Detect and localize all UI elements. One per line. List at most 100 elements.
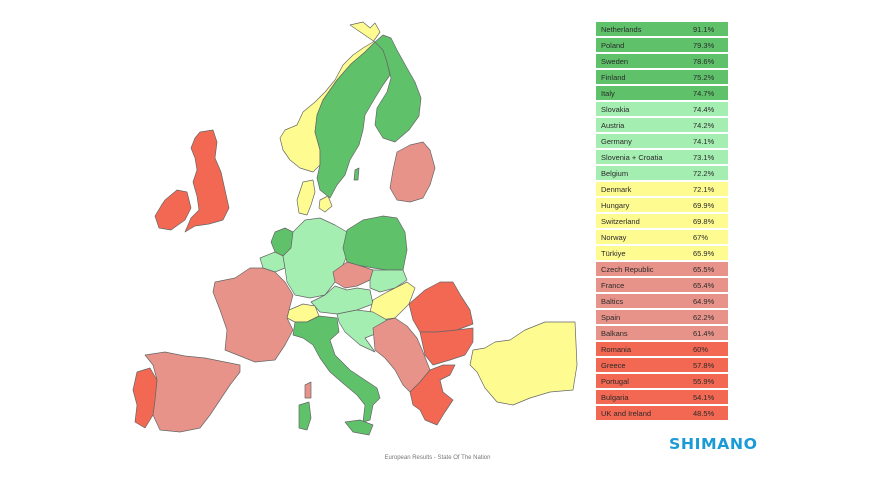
country-score: 65.9% — [693, 248, 715, 258]
region-slovenia-croatia — [336, 309, 388, 353]
table-row: Romania 60% — [596, 342, 728, 356]
country-score: 78.6% — [693, 56, 715, 66]
country-name: Portugal — [601, 376, 629, 386]
country-score: 73.1% — [693, 152, 715, 162]
table-row: Portugal 55.9% — [596, 374, 728, 388]
region-corsica — [304, 381, 312, 399]
country-name: Türkiye — [601, 248, 626, 258]
table-row: Slovenia + Croatia 73.1% — [596, 150, 728, 164]
country-name: Czech Republic — [601, 264, 654, 274]
region-greece — [409, 364, 456, 426]
region-gotland — [353, 167, 360, 181]
region-uk — [184, 129, 230, 233]
country-name: Spain — [601, 312, 621, 322]
country-name: Finland — [601, 72, 626, 82]
region-poland — [342, 215, 408, 271]
region-germany — [282, 217, 351, 299]
country-name: Switzerland — [601, 216, 640, 226]
country-score: 55.9% — [693, 376, 715, 386]
region-romania — [408, 281, 474, 333]
country-score: 74.7% — [693, 88, 715, 98]
country-score: 72.1% — [693, 184, 715, 194]
table-row: Baltics 64.9% — [596, 294, 728, 308]
country-name: Austria — [601, 120, 625, 130]
country-score: 69.8% — [693, 216, 715, 226]
country-name: Italy — [601, 88, 615, 98]
country-score: 48.5% — [693, 408, 715, 418]
country-name: Sweden — [601, 56, 629, 66]
results-table: Netherlands 91.1% Poland 79.3% Sweden 78.6% Fi… — [596, 22, 728, 422]
table-row: Balkans 61.4% — [596, 326, 728, 340]
table-row: Belgium 72.2% — [596, 166, 728, 180]
region-baltics — [389, 141, 436, 203]
country-name: Poland — [601, 40, 625, 50]
table-row: France 65.4% — [596, 278, 728, 292]
table-row: Spain 62.2% — [596, 310, 728, 324]
country-score: 79.3% — [693, 40, 715, 50]
region-denmark — [296, 179, 316, 216]
table-row: Germany 74.1% — [596, 134, 728, 148]
country-name: Norway — [601, 232, 627, 242]
europe-choropleth-map — [125, 20, 590, 445]
table-row: Denmark 72.1% — [596, 182, 728, 196]
region-italy — [292, 315, 381, 423]
region-finland — [374, 34, 422, 143]
table-row: Poland 79.3% — [596, 38, 728, 52]
country-name: Greece — [601, 360, 626, 370]
region-sicily — [344, 419, 374, 436]
country-score: 60% — [693, 344, 709, 354]
table-row: Sweden 78.6% — [596, 54, 728, 68]
table-row: UK and Ireland 48.5% — [596, 406, 728, 420]
table-row: Norway 67% — [596, 230, 728, 244]
country-name: Germany — [601, 136, 632, 146]
country-name: France — [601, 280, 625, 290]
table-row: Czech Republic 65.5% — [596, 262, 728, 276]
country-score: 61.4% — [693, 328, 715, 338]
country-score: 65.5% — [693, 264, 715, 274]
country-name: Belgium — [601, 168, 629, 178]
country-name: Slovakia — [601, 104, 630, 114]
country-score: 69.9% — [693, 200, 715, 210]
country-name: UK and Ireland — [601, 408, 652, 418]
table-row: Finland 75.2% — [596, 70, 728, 84]
region-sardinia — [298, 401, 312, 431]
table-row: Slovakia 74.4% — [596, 102, 728, 116]
region-france — [212, 267, 294, 363]
country-name: Netherlands — [601, 24, 642, 34]
table-row: Türkiye 65.9% — [596, 246, 728, 260]
table-row: Hungary 69.9% — [596, 198, 728, 212]
table-row: Netherlands 91.1% — [596, 22, 728, 36]
shimano-logo: SHIMANO — [669, 435, 758, 453]
table-row: Greece 57.8% — [596, 358, 728, 372]
country-score: 74.1% — [693, 136, 715, 146]
chart-caption: European Results - State Of The Nation — [384, 455, 491, 461]
table-row: Bulgaria 54.1% — [596, 390, 728, 404]
country-score: 54.1% — [693, 392, 715, 402]
country-score: 75.2% — [693, 72, 715, 82]
region-bulgaria — [419, 327, 474, 366]
country-score: 67% — [693, 232, 709, 242]
country-name: Hungary — [601, 200, 630, 210]
region-spain — [144, 351, 241, 433]
country-score: 74.4% — [693, 104, 715, 114]
region-turkiye — [469, 321, 578, 406]
country-score: 64.9% — [693, 296, 715, 306]
region-denmark-islands — [318, 195, 333, 213]
country-score: 91.1% — [693, 24, 715, 34]
region-portugal — [132, 367, 158, 429]
country-name: Romania — [601, 344, 632, 354]
country-name: Balkans — [601, 328, 628, 338]
country-name: Denmark — [601, 184, 632, 194]
country-score: 65.4% — [693, 280, 715, 290]
country-name: Baltics — [601, 296, 624, 306]
country-name: Bulgaria — [601, 392, 629, 402]
table-row: Italy 74.7% — [596, 86, 728, 100]
table-row: Switzerland 69.8% — [596, 214, 728, 228]
country-score: 72.2% — [693, 168, 715, 178]
region-ireland — [154, 189, 192, 231]
country-score: 74.2% — [693, 120, 715, 130]
country-score: 57.8% — [693, 360, 715, 370]
country-score: 62.2% — [693, 312, 715, 322]
table-row: Austria 74.2% — [596, 118, 728, 132]
country-name: Slovenia + Croatia — [601, 152, 663, 162]
